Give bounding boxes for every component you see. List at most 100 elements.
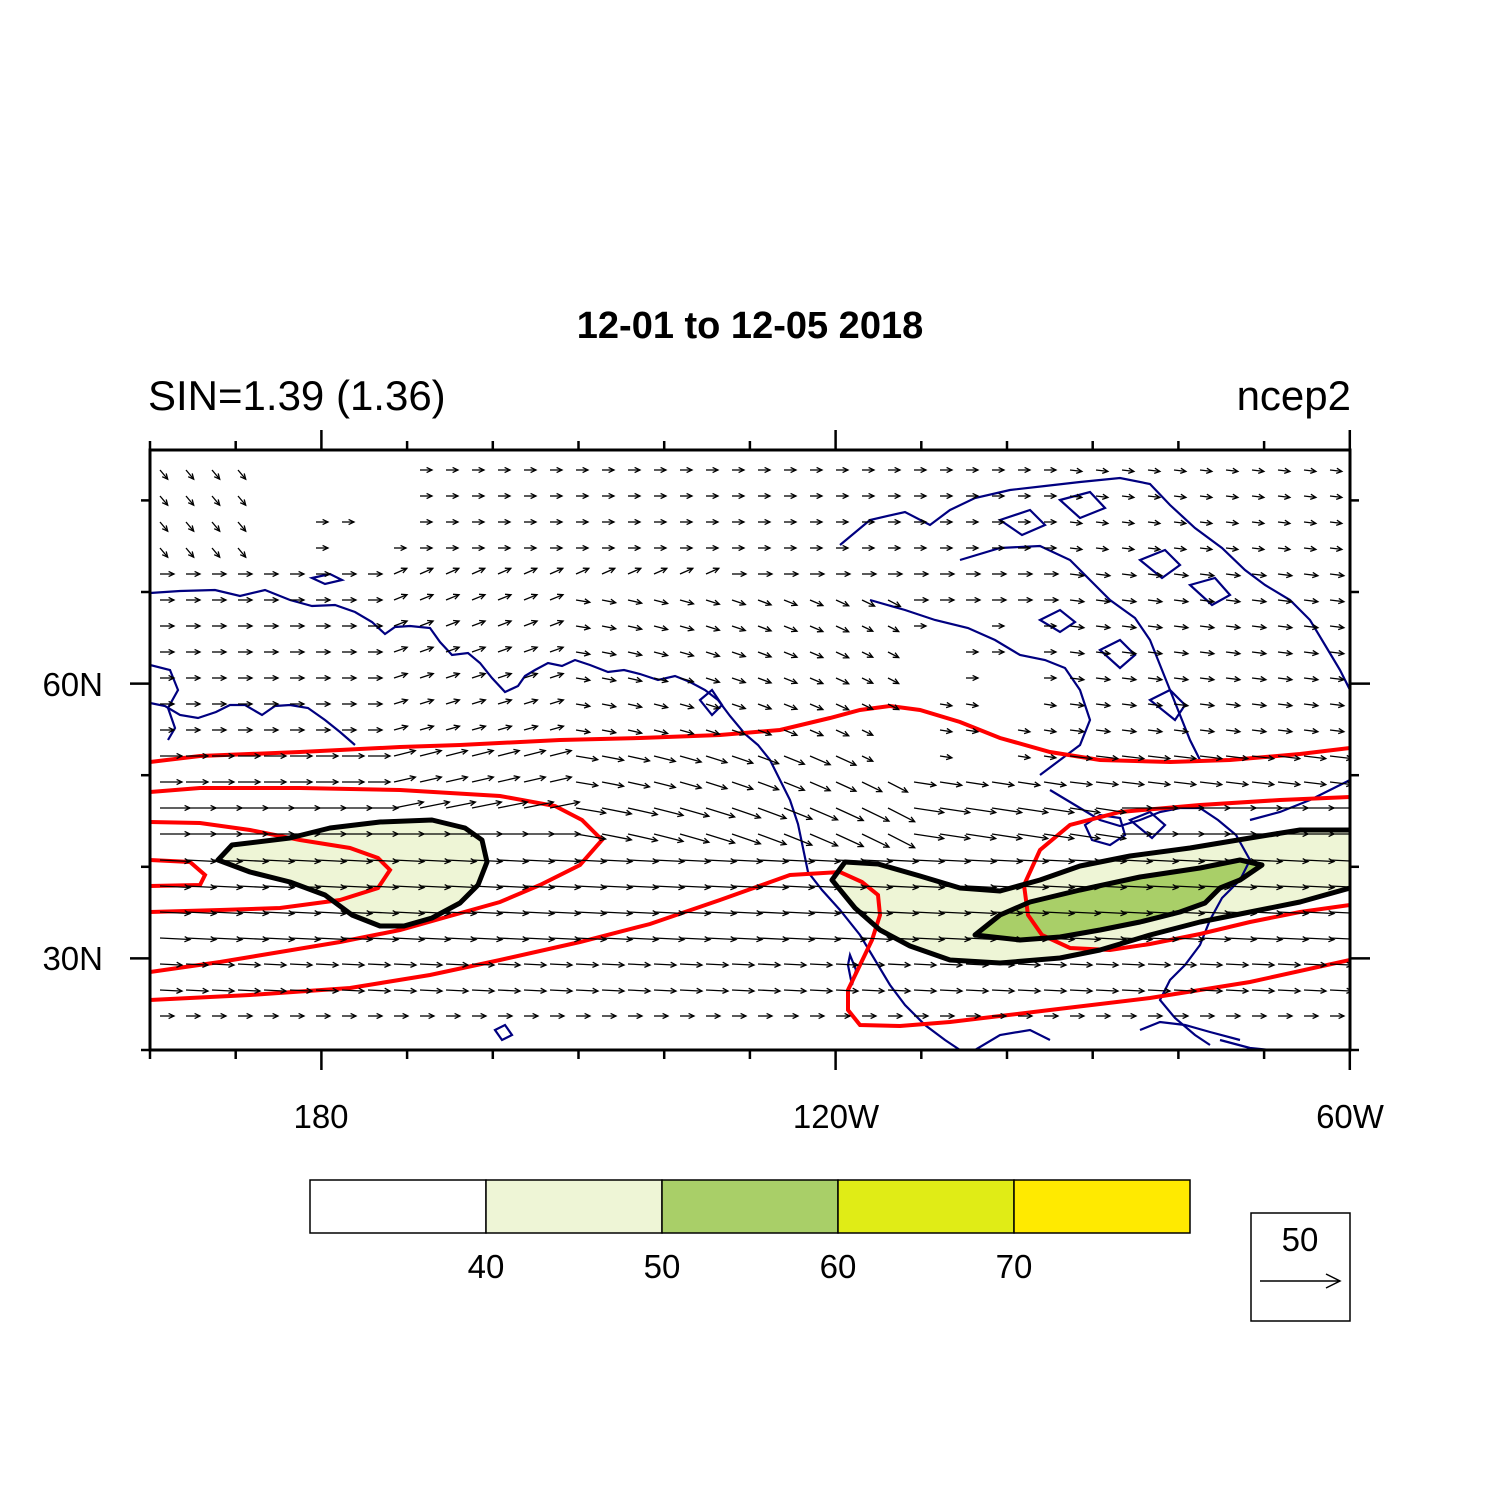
wind-vector <box>809 625 824 633</box>
wind-vector <box>523 989 547 992</box>
plot-title: 12-01 to 12-05 2018 <box>577 305 923 347</box>
wind-vector-head <box>844 1012 852 1020</box>
wind-vector-head <box>842 492 850 500</box>
wind-vector-head <box>971 727 980 735</box>
wind-vector <box>601 729 616 734</box>
wind-vector <box>549 620 564 627</box>
wind-vector-head <box>1015 808 1024 815</box>
wind-vector <box>705 703 720 709</box>
wind-vector-head <box>505 619 513 626</box>
wind-vector <box>1173 599 1188 603</box>
wind-vector-head <box>479 672 487 679</box>
wind-vector <box>445 672 460 679</box>
wind-vector <box>393 937 425 941</box>
wind-vector <box>809 651 824 659</box>
wind-vector <box>315 859 347 863</box>
wind-vector-head <box>298 674 306 682</box>
wind-vector-head <box>1049 753 1058 761</box>
wind-vector <box>731 703 746 710</box>
wind-vector <box>653 859 685 863</box>
wind-vector <box>1277 781 1300 786</box>
wind-vector <box>1329 495 1342 499</box>
wind-vector <box>861 963 885 966</box>
wind-vector-head <box>748 961 756 969</box>
wind-vector-head <box>168 648 176 656</box>
wind-vector-head <box>478 593 487 600</box>
wind-vector <box>1277 625 1292 629</box>
wind-vector-head <box>376 726 384 734</box>
wind-vector-head <box>1179 519 1188 527</box>
wind-vector <box>1173 573 1188 577</box>
wind-vector <box>237 937 269 941</box>
wind-vector <box>601 781 624 787</box>
wind-vector <box>497 567 512 575</box>
wind-vector-head <box>1181 675 1190 683</box>
wind-vector <box>1225 885 1257 889</box>
wind-vector-head <box>1346 961 1350 969</box>
wind-vector-head <box>1077 571 1086 579</box>
wind-vector <box>1069 729 1084 733</box>
wind-vector <box>575 567 590 575</box>
wind-vector <box>1329 573 1344 577</box>
wind-vector <box>861 885 893 889</box>
wind-vector <box>1277 573 1292 577</box>
wind-vector <box>497 699 512 705</box>
wind-vector <box>1147 469 1160 473</box>
wind-vector-head <box>1034 987 1042 995</box>
wind-vector <box>1225 989 1249 992</box>
wind-vector <box>367 859 399 863</box>
wind-vector-head <box>842 518 850 526</box>
wind-vector-head <box>272 674 280 682</box>
wind-vector <box>1173 521 1186 525</box>
wind-vector-head <box>591 781 600 788</box>
wind-vector <box>159 885 191 889</box>
wind-vector-head <box>1093 834 1102 841</box>
wind-vector-head <box>662 1012 670 1020</box>
wind-vector <box>1173 989 1197 992</box>
wind-vector-head <box>842 544 850 552</box>
wind-vector <box>289 963 313 966</box>
wind-vector <box>1251 573 1266 577</box>
wind-vector-head <box>1181 597 1190 605</box>
wind-vector <box>289 885 321 889</box>
wind-vector <box>497 620 512 627</box>
wind-vector <box>393 885 425 889</box>
wind-vector-head <box>1104 1012 1112 1020</box>
wind-vector <box>913 963 937 966</box>
wind-vector <box>887 989 911 992</box>
wind-vector <box>783 833 813 846</box>
wind-vector <box>1251 755 1274 760</box>
wind-vector <box>497 885 529 889</box>
wind-vector <box>1121 937 1153 941</box>
wind-vector-head <box>1233 571 1242 579</box>
wind-vector-head <box>1060 961 1068 969</box>
wind-vector-head <box>972 648 980 656</box>
wind-vector-head <box>1008 961 1016 969</box>
wind-vector <box>1199 469 1212 473</box>
wind-vector-head <box>1190 987 1198 995</box>
wind-vector-head <box>1268 961 1276 969</box>
wind-vector <box>1095 547 1108 551</box>
wind-vector-head <box>1207 675 1216 683</box>
colorbar-label-40: 40 <box>468 1248 505 1285</box>
wind-vector-head <box>530 492 538 500</box>
wind-vector <box>1095 807 1126 814</box>
wind-vector <box>1199 547 1212 551</box>
wind-vector-head <box>1156 1012 1164 1020</box>
wind-vector <box>1303 469 1316 473</box>
wind-vector <box>393 801 424 809</box>
wind-vector <box>1225 625 1240 629</box>
wind-vector-head <box>583 702 592 709</box>
wind-vector <box>1017 859 1049 863</box>
wind-vector-head <box>280 987 288 995</box>
wind-vector <box>185 911 217 915</box>
wind-vector <box>679 833 710 843</box>
wind-vector <box>1173 859 1205 863</box>
wind-vector <box>939 885 971 889</box>
wind-vector <box>809 885 841 889</box>
wind-vector-head <box>866 652 875 658</box>
wind-vector <box>783 781 805 791</box>
wind-vector <box>1199 677 1214 681</box>
wind-vector-head <box>842 652 851 659</box>
wind-vector <box>1069 911 1101 915</box>
